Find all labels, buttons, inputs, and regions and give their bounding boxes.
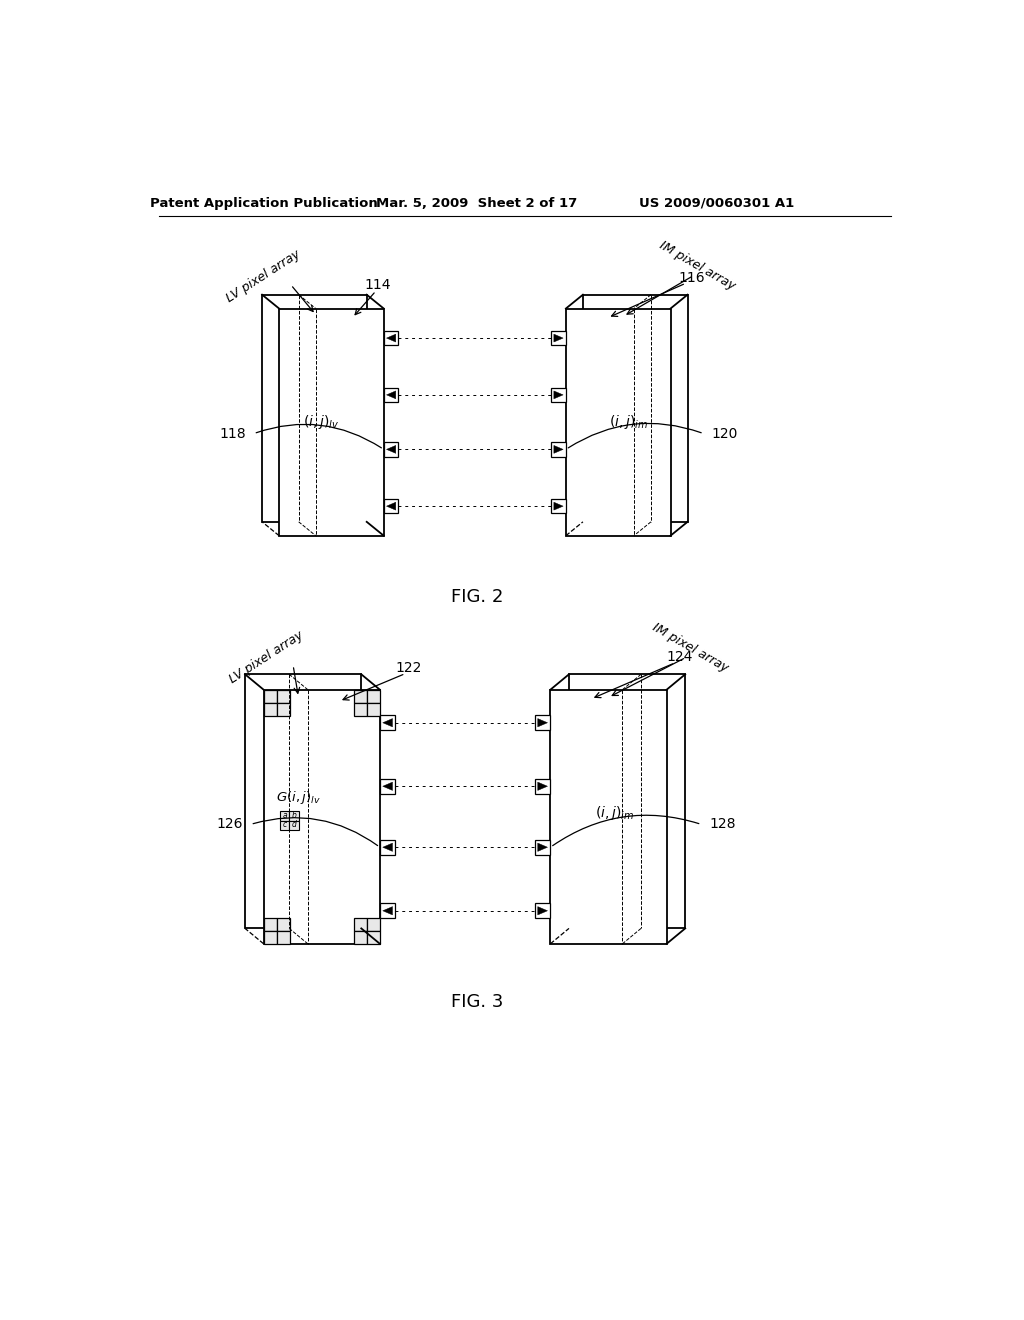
Text: Patent Application Publication: Patent Application Publication: [150, 197, 378, 210]
Text: c: c: [283, 820, 287, 829]
Text: $(i,j)_{lv}$: $(i,j)_{lv}$: [303, 413, 339, 432]
Bar: [289, 821, 299, 830]
Text: Mar. 5, 2009  Sheet 2 of 17: Mar. 5, 2009 Sheet 2 of 17: [376, 197, 578, 210]
Polygon shape: [380, 903, 395, 919]
Text: a: a: [283, 810, 288, 820]
Text: b: b: [292, 810, 297, 820]
Text: US 2009/0060301 A1: US 2009/0060301 A1: [639, 197, 795, 210]
Text: d: d: [292, 820, 297, 829]
Text: 114: 114: [365, 279, 391, 293]
Polygon shape: [554, 391, 563, 399]
Bar: [276, 689, 290, 702]
Polygon shape: [551, 499, 566, 513]
Bar: [263, 702, 276, 715]
Bar: [353, 689, 367, 702]
Polygon shape: [538, 718, 548, 727]
Polygon shape: [386, 334, 395, 342]
Polygon shape: [535, 779, 550, 793]
Polygon shape: [386, 445, 395, 453]
Polygon shape: [535, 903, 550, 919]
Text: FIG. 2: FIG. 2: [451, 589, 503, 606]
Text: 128: 128: [710, 817, 736, 832]
Polygon shape: [386, 502, 395, 510]
Text: LV pixel array: LV pixel array: [226, 628, 305, 686]
Text: LV pixel array: LV pixel array: [224, 247, 303, 305]
Polygon shape: [554, 502, 563, 510]
Polygon shape: [280, 309, 384, 536]
Polygon shape: [384, 499, 398, 513]
Bar: [367, 931, 380, 944]
Polygon shape: [263, 689, 380, 944]
Bar: [276, 931, 290, 944]
Polygon shape: [535, 715, 550, 730]
Bar: [276, 917, 290, 931]
Bar: [367, 702, 380, 715]
Polygon shape: [383, 907, 392, 915]
Polygon shape: [554, 445, 563, 453]
Polygon shape: [245, 675, 361, 928]
Bar: [353, 917, 367, 931]
Polygon shape: [551, 331, 566, 346]
Bar: [280, 821, 289, 830]
Polygon shape: [538, 843, 548, 851]
Text: $(i,j)_{im}$: $(i,j)_{im}$: [609, 413, 648, 432]
Bar: [367, 689, 380, 702]
Polygon shape: [535, 840, 550, 855]
Bar: [367, 917, 380, 931]
Polygon shape: [384, 388, 398, 403]
Polygon shape: [538, 907, 548, 915]
Polygon shape: [386, 391, 395, 399]
Polygon shape: [583, 294, 687, 521]
Polygon shape: [551, 442, 566, 457]
Polygon shape: [383, 843, 392, 851]
Text: 116: 116: [678, 271, 705, 285]
Polygon shape: [383, 718, 392, 727]
Bar: [280, 812, 289, 821]
Polygon shape: [383, 781, 392, 791]
Text: 118: 118: [219, 426, 246, 441]
Polygon shape: [262, 294, 367, 521]
Text: $G(i,j)_{lv}$: $G(i,j)_{lv}$: [276, 789, 322, 807]
Polygon shape: [380, 840, 395, 855]
Text: $(i,j)_{im}$: $(i,j)_{im}$: [595, 804, 634, 822]
Polygon shape: [569, 675, 685, 928]
Text: IM pixel array: IM pixel array: [657, 239, 738, 293]
Bar: [263, 931, 276, 944]
Polygon shape: [554, 334, 563, 342]
Polygon shape: [384, 331, 398, 346]
Bar: [263, 689, 276, 702]
Polygon shape: [538, 781, 548, 791]
Text: 124: 124: [667, 651, 693, 664]
Text: IM pixel array: IM pixel array: [649, 620, 730, 675]
Bar: [353, 702, 367, 715]
Bar: [276, 702, 290, 715]
Text: FIG. 3: FIG. 3: [451, 993, 503, 1011]
Polygon shape: [550, 689, 667, 944]
Text: 126: 126: [216, 817, 243, 832]
Polygon shape: [380, 779, 395, 793]
Text: 122: 122: [395, 661, 422, 675]
Polygon shape: [551, 388, 566, 403]
Bar: [353, 931, 367, 944]
Bar: [263, 917, 276, 931]
Polygon shape: [566, 309, 671, 536]
Polygon shape: [380, 715, 395, 730]
Bar: [289, 812, 299, 821]
Polygon shape: [384, 442, 398, 457]
Text: 120: 120: [712, 426, 738, 441]
